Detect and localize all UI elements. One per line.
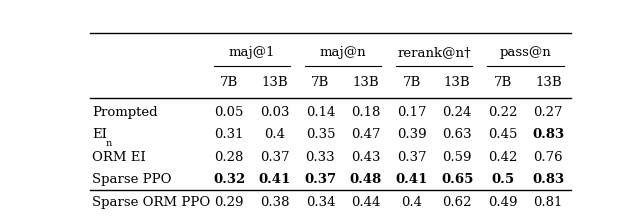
Text: 0.24: 0.24 xyxy=(442,106,472,119)
Text: 0.42: 0.42 xyxy=(488,151,517,164)
Text: 7B: 7B xyxy=(220,76,238,89)
Text: 13B: 13B xyxy=(444,76,470,89)
Text: 0.65: 0.65 xyxy=(441,173,474,186)
Text: EI: EI xyxy=(92,128,108,141)
Text: ORM EI: ORM EI xyxy=(92,151,146,164)
Text: 0.48: 0.48 xyxy=(350,173,382,186)
Text: 0.63: 0.63 xyxy=(442,128,472,141)
Text: maj@1: maj@1 xyxy=(229,46,275,59)
Text: 0.34: 0.34 xyxy=(306,196,335,209)
Text: 7B: 7B xyxy=(403,76,420,89)
Text: 7B: 7B xyxy=(311,76,330,89)
Text: 0.22: 0.22 xyxy=(488,106,517,119)
Text: Sparse PPO: Sparse PPO xyxy=(92,173,172,186)
Text: 0.18: 0.18 xyxy=(351,106,381,119)
Text: Sparse ORM PPO: Sparse ORM PPO xyxy=(92,196,211,209)
Text: n: n xyxy=(106,139,111,148)
Text: 0.32: 0.32 xyxy=(213,173,245,186)
Text: 0.4: 0.4 xyxy=(401,196,422,209)
Text: 0.76: 0.76 xyxy=(534,151,563,164)
Text: rerank@n†: rerank@n† xyxy=(397,46,471,59)
Text: 13B: 13B xyxy=(262,76,288,89)
Text: 0.31: 0.31 xyxy=(214,128,244,141)
Text: Prompted: Prompted xyxy=(92,106,158,119)
Text: 13B: 13B xyxy=(535,76,561,89)
Text: 0.81: 0.81 xyxy=(534,196,563,209)
Text: 0.45: 0.45 xyxy=(488,128,517,141)
Text: 0.39: 0.39 xyxy=(397,128,426,141)
Text: 0.4: 0.4 xyxy=(264,128,285,141)
Text: 0.83: 0.83 xyxy=(532,173,564,186)
Text: 0.33: 0.33 xyxy=(305,151,335,164)
Text: 0.05: 0.05 xyxy=(214,106,244,119)
Text: 13B: 13B xyxy=(353,76,380,89)
Text: 0.44: 0.44 xyxy=(351,196,381,209)
Text: 0.35: 0.35 xyxy=(306,128,335,141)
Text: pass@n: pass@n xyxy=(500,46,551,59)
Text: 0.27: 0.27 xyxy=(534,106,563,119)
Text: 0.47: 0.47 xyxy=(351,128,381,141)
Text: 0.38: 0.38 xyxy=(260,196,289,209)
Text: 0.43: 0.43 xyxy=(351,151,381,164)
Text: 0.03: 0.03 xyxy=(260,106,289,119)
Text: 0.37: 0.37 xyxy=(260,151,290,164)
Text: 0.17: 0.17 xyxy=(397,106,426,119)
Text: 0.29: 0.29 xyxy=(214,196,244,209)
Text: 0.59: 0.59 xyxy=(442,151,472,164)
Text: 0.62: 0.62 xyxy=(442,196,472,209)
Text: 0.41: 0.41 xyxy=(259,173,291,186)
Text: 0.49: 0.49 xyxy=(488,196,517,209)
Text: 0.37: 0.37 xyxy=(397,151,426,164)
Text: maj@n: maj@n xyxy=(320,46,367,59)
Text: 0.83: 0.83 xyxy=(532,128,564,141)
Text: 0.5: 0.5 xyxy=(491,173,515,186)
Text: 0.14: 0.14 xyxy=(306,106,335,119)
Text: 0.37: 0.37 xyxy=(305,173,337,186)
Text: 0.28: 0.28 xyxy=(214,151,244,164)
Text: 7B: 7B xyxy=(493,76,512,89)
Text: 0.41: 0.41 xyxy=(396,173,428,186)
